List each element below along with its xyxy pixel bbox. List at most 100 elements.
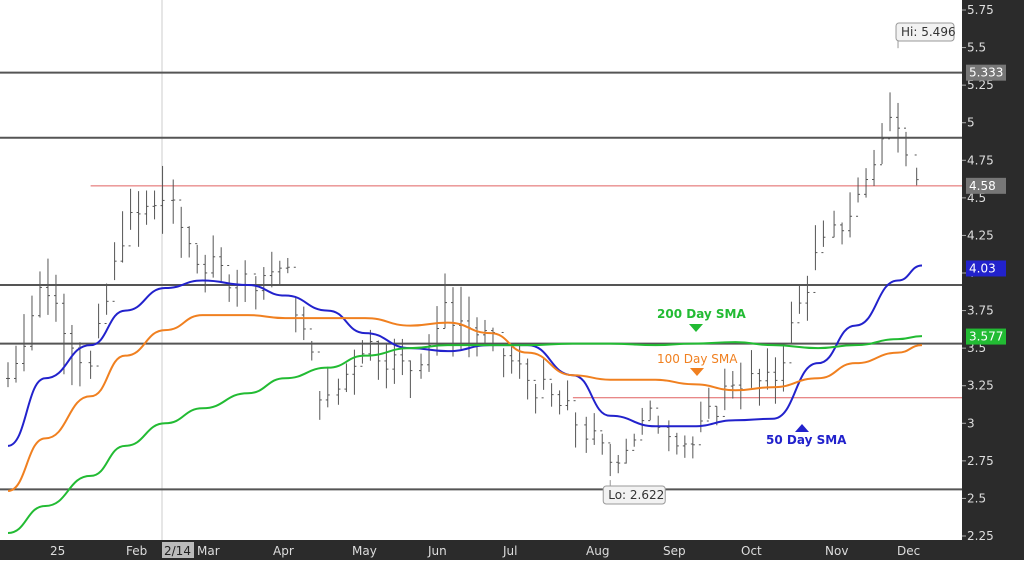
x-tick-label: Aug: [586, 544, 609, 558]
price-bar: [600, 430, 605, 455]
price-bar: [608, 442, 613, 477]
x-tick-label: Mar: [197, 544, 220, 558]
price-tag-label: 4.03: [969, 261, 996, 275]
price-bar: [832, 210, 837, 238]
price-tags-layer: 5.333 4.58 4.03 3.577: [966, 64, 1006, 345]
price-bar: [419, 353, 424, 379]
sma-200-label: 200 Day SMA: [657, 307, 747, 321]
sma-layer: [7, 264, 923, 534]
y-axis-panel: [962, 0, 1024, 560]
price-bar: [37, 271, 42, 318]
price-bar: [474, 317, 479, 357]
y-tick-label: 3.25: [967, 379, 994, 393]
hi-label: Hi: 5.496: [901, 25, 956, 39]
price-bar: [914, 154, 919, 186]
price-bar: [698, 401, 703, 446]
price-tag-box: [966, 328, 1006, 345]
price-bar: [656, 407, 661, 434]
price-bar: [864, 168, 869, 198]
price-bar: [187, 226, 192, 258]
price-bar: [781, 344, 786, 392]
x-tick-label: May: [352, 544, 377, 558]
price-bar: [344, 363, 349, 393]
y-axis: 5.755.55.2554.754.54.2543.753.53.2532.75…: [962, 3, 994, 543]
price-bar: [195, 243, 200, 274]
hi-label-box: [895, 22, 955, 42]
x-tick-label: Feb: [126, 544, 147, 558]
price-bar: [269, 251, 274, 288]
price-bar: [624, 438, 629, 464]
plot-background: [0, 0, 962, 540]
y-tick-label: 5: [967, 116, 975, 130]
price-tag-box: [966, 260, 1006, 277]
sma-50-label-marker: [795, 424, 809, 432]
price-bar: [104, 283, 109, 325]
price-bar: [152, 190, 157, 220]
price-bar: [565, 380, 570, 411]
price-bar: [706, 387, 711, 422]
price-bar: [533, 379, 538, 414]
price-bar: [880, 123, 885, 166]
x-tick-label: Apr: [273, 544, 294, 558]
x-tick-label: Sep: [663, 544, 686, 558]
price-bar: [789, 301, 794, 364]
price-bar: [616, 454, 621, 474]
price-bar: [573, 400, 578, 448]
price-bar: [525, 358, 530, 400]
y-tick-label: 4.5: [967, 191, 986, 205]
price-bar: [805, 275, 810, 321]
price-bar: [179, 199, 184, 258]
price-bar: [821, 220, 826, 254]
price-bar: [277, 260, 282, 285]
y-tick-label: 3.5: [967, 341, 986, 355]
price-bar: [813, 225, 818, 293]
price-bar: [211, 235, 216, 278]
price-bar: [203, 254, 208, 293]
x-tick-label: Jul: [502, 544, 517, 558]
cursor-date-box: [162, 542, 194, 558]
x-axis: 25 Feb 2/14 Mar Apr May Jun Jul Aug Sep Oct Nov Dec: [50, 542, 920, 558]
price-tag-box: [966, 64, 1006, 81]
price-bar: [840, 222, 845, 245]
sma-50-label: 50 Day SMA: [766, 433, 847, 447]
x-tick-label: Oct: [741, 544, 762, 558]
price-bar: [797, 285, 802, 324]
annotation-layer: 200 Day SMA 100 Day SMA 50 Day SMA Hi: 5.49…: [602, 22, 956, 505]
price-bar: [309, 328, 314, 361]
price-bar: [219, 247, 224, 283]
price-bar: [6, 362, 10, 388]
price-bar: [848, 192, 853, 238]
price-bar: [501, 331, 506, 378]
price-bar: [160, 165, 165, 234]
y-tick-label: 5.5: [967, 41, 986, 55]
price-bar: [21, 314, 26, 372]
y-tick-label: 2.75: [967, 454, 994, 468]
price-bar: [136, 191, 141, 247]
price-bar: [53, 274, 58, 322]
price-bar: [285, 257, 290, 274]
y-tick-label: 5.25: [967, 78, 994, 92]
price-bar: [557, 390, 562, 415]
price-bar: [29, 295, 34, 351]
price-bar: [584, 416, 589, 453]
y-tick-label: 4.25: [967, 228, 994, 242]
x-tick-label: 25: [50, 544, 65, 558]
y-tick-label: 5.75: [967, 3, 994, 17]
price-bar: [773, 357, 778, 404]
price-bar: [632, 433, 637, 451]
price-tag-label: 3.577: [969, 330, 1003, 344]
price-bar: [648, 400, 653, 422]
lo-label-box: [602, 485, 666, 505]
price-bar: [896, 102, 901, 153]
x-tick-label: Jun: [427, 544, 447, 558]
sma-100-label-marker: [690, 368, 704, 376]
price-bar: [171, 179, 176, 224]
price-bar: [541, 359, 546, 399]
price-bar: [253, 273, 258, 310]
price-bar: [904, 127, 909, 167]
y-tick-label: 3.75: [967, 304, 994, 318]
price-bar: [690, 436, 695, 459]
price-bar: [144, 190, 149, 225]
price-bar: [45, 258, 50, 315]
